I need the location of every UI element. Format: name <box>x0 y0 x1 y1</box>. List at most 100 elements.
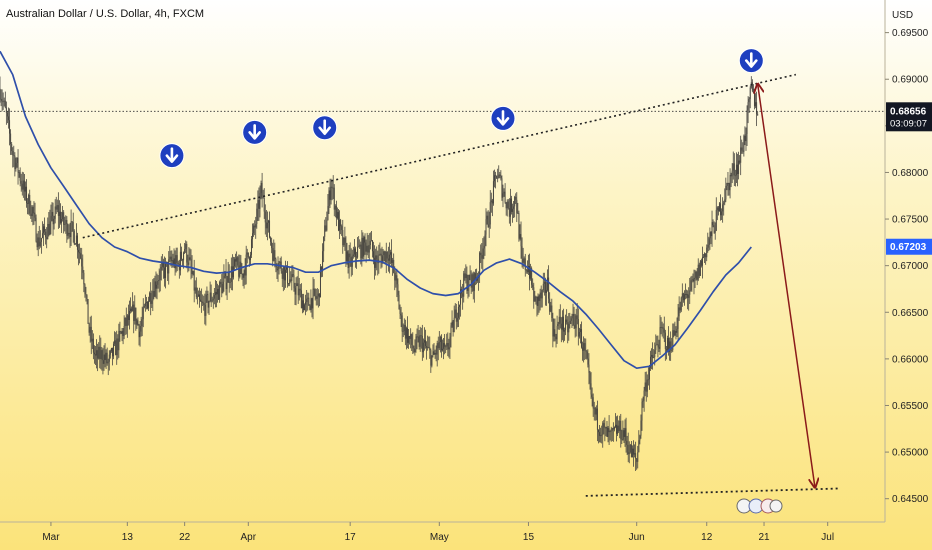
candle-body <box>40 237 42 242</box>
candle-body <box>155 281 157 289</box>
y-tick-label: 0.65500 <box>892 401 929 412</box>
candle-body <box>314 289 316 296</box>
candle-body <box>622 430 624 440</box>
candle-body <box>330 186 332 200</box>
candle-body <box>200 299 202 302</box>
resistance-trend-line <box>82 73 797 239</box>
candle-body <box>551 305 553 319</box>
candle-body <box>454 309 456 318</box>
candle-body <box>21 183 23 190</box>
candle-body <box>6 112 8 117</box>
candle-body <box>583 343 585 351</box>
candle-body <box>696 271 698 280</box>
y-tick-label: 0.64500 <box>892 494 929 505</box>
candle-body <box>84 284 86 295</box>
candle-body <box>390 252 392 255</box>
candle-body <box>152 290 154 301</box>
candle-body <box>394 272 396 281</box>
candle-body <box>429 347 431 351</box>
candle-body <box>462 293 464 297</box>
candle-body <box>106 352 108 364</box>
chart-title: Australian Dollar / U.S. Dollar, 4h, FXC… <box>6 8 204 20</box>
candle-body <box>413 348 415 352</box>
down-arrow-icon <box>312 115 338 141</box>
candle-body <box>80 253 82 259</box>
candle-body <box>215 291 217 295</box>
candle-body <box>272 248 274 261</box>
candle-body <box>56 205 58 210</box>
candle-body <box>716 207 718 210</box>
candle-body <box>168 259 170 274</box>
candle-body <box>726 183 728 186</box>
candle-body <box>561 316 563 330</box>
candle-body <box>148 301 150 309</box>
candle-body <box>589 372 591 384</box>
candle-body <box>27 203 29 204</box>
candle-body <box>19 172 21 181</box>
candle-body <box>653 357 655 359</box>
candle-body <box>269 220 271 238</box>
candle-body <box>523 258 525 263</box>
candle-body <box>0 98 2 100</box>
candle-body <box>751 82 753 91</box>
candle-body <box>574 324 576 329</box>
candle-body <box>477 278 479 281</box>
candle-body <box>521 246 523 259</box>
candle-body <box>655 344 657 351</box>
peak-marker-arrow <box>165 147 179 163</box>
candle-body <box>58 211 60 216</box>
candle-body <box>23 180 25 192</box>
candle-body <box>748 99 750 103</box>
candle-body <box>645 382 647 392</box>
candle-body <box>450 325 452 337</box>
candle-body <box>683 294 685 301</box>
candle-body <box>660 327 662 328</box>
candle-body <box>177 262 179 265</box>
candle-body <box>656 344 658 346</box>
x-tick-label: Jun <box>629 532 645 543</box>
candle-body <box>306 298 308 303</box>
candle-body <box>675 330 677 333</box>
candle-body <box>482 248 484 259</box>
candle-body <box>117 338 119 351</box>
candle-body <box>463 273 465 297</box>
candle-body <box>411 334 413 345</box>
candle-body <box>212 298 214 301</box>
candle-body <box>647 379 649 381</box>
candle-body <box>682 293 684 301</box>
candle-body <box>694 277 696 279</box>
candle-body <box>743 135 745 152</box>
candle-body <box>333 187 335 210</box>
candle-body <box>468 274 470 287</box>
candle-body <box>652 355 654 359</box>
candle-body <box>412 344 414 349</box>
candle-body <box>245 254 247 276</box>
candle-body <box>98 346 100 359</box>
candle-body <box>565 319 567 331</box>
candle-body <box>366 245 368 252</box>
candle-body <box>517 212 519 214</box>
candle-body <box>385 251 387 263</box>
candle-body <box>100 350 102 359</box>
candle-body <box>739 160 741 163</box>
candle-body <box>144 302 146 307</box>
candle-body <box>141 319 143 327</box>
candle-body <box>646 379 648 392</box>
candle-body <box>661 327 663 329</box>
candle-body <box>515 196 517 200</box>
candle-body <box>310 298 312 310</box>
candle-body <box>201 301 203 303</box>
candle-body <box>471 274 473 288</box>
candle-body <box>487 215 489 227</box>
candle-body <box>62 212 64 220</box>
candle-body <box>490 200 492 203</box>
candle-body <box>115 340 117 356</box>
candle-body <box>745 134 747 142</box>
candle-body <box>331 186 333 188</box>
candle-body <box>307 297 309 299</box>
ma-price-tag <box>886 238 932 255</box>
candle-body <box>638 440 640 453</box>
candle-body <box>244 270 246 276</box>
candle-body <box>752 89 754 91</box>
candle-body <box>228 272 230 283</box>
